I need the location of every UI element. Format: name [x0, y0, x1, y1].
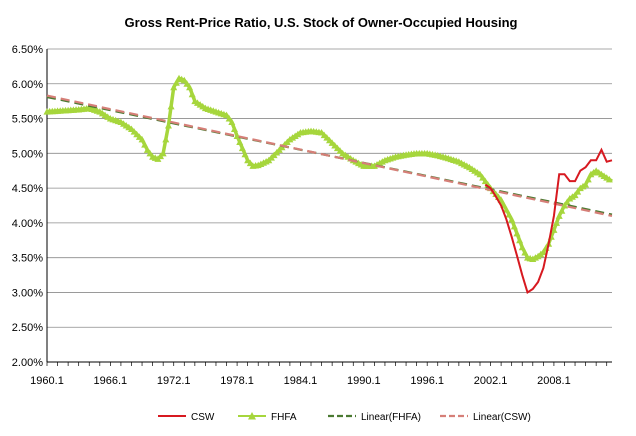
series-point-fhfa: [241, 150, 249, 158]
y-tick-label: 3.50%: [12, 253, 43, 265]
series-point-fhfa: [162, 135, 170, 143]
series-point-fhfa: [159, 149, 167, 157]
x-tick-label: 2008.1: [537, 375, 571, 387]
x-tick-label: 1966.1: [94, 375, 128, 387]
series-point-fhfa: [571, 191, 579, 199]
x-tick-label: 1960.1: [30, 375, 64, 387]
legend-label: Linear(FHFA): [361, 412, 421, 423]
y-tick-label: 5.50%: [12, 114, 43, 126]
series-point-fhfa: [574, 188, 582, 195]
series-point-fhfa: [553, 219, 561, 226]
y-tick-label: 6.50%: [12, 44, 43, 56]
y-tick-label: 3.00%: [12, 287, 43, 299]
legend-label: FHFA: [271, 412, 297, 423]
legend-label: Linear(CSW): [473, 412, 531, 423]
x-tick-label: 1996.1: [410, 375, 444, 387]
series-point-fhfa: [550, 226, 558, 233]
series-point-fhfa: [516, 236, 524, 244]
series-line-fhfa: [46, 76, 613, 261]
series-point-fhfa: [505, 211, 513, 218]
legend: CSW FHFA Linear(FHFA) Linear(CSW): [158, 412, 531, 423]
x-tick-label: 1990.1: [347, 375, 381, 387]
series-point-fhfa: [225, 115, 233, 122]
axes: 2.00% 2.50% 3.00% 3.50% 4.00% 4.50% 5.00% 5.50%…: [12, 44, 612, 387]
series-point-fhfa: [560, 202, 568, 209]
series-point-fhfa: [521, 248, 529, 256]
series-point-fhfa: [584, 175, 592, 183]
series-point-fhfa: [481, 177, 489, 185]
series-line-csw: [484, 147, 613, 295]
series-point-fhfa: [510, 222, 518, 230]
series-point-fhfa: [183, 80, 191, 87]
series-point-fhfa: [146, 149, 154, 157]
series-point-fhfa: [164, 122, 172, 129]
series-point-fhfa: [555, 212, 563, 219]
y-tick-label: 2.00%: [12, 357, 43, 369]
series-point-fhfa: [138, 135, 146, 143]
series-point-fhfa: [170, 83, 178, 91]
series-point-fhfa: [228, 118, 236, 126]
series-point-fhfa: [143, 146, 151, 153]
series-point-fhfa: [508, 215, 516, 223]
x-tick-label: 1978.1: [220, 375, 254, 387]
series-point-fhfa: [186, 83, 194, 91]
x-tick-label: 2002.1: [474, 375, 508, 387]
series-point-fhfa: [479, 174, 487, 181]
series-point-fhfa: [230, 125, 238, 132]
series-point-fhfa: [502, 206, 510, 213]
legend-label: CSW: [191, 412, 215, 423]
legend-marker: [248, 412, 256, 420]
series-point-fhfa: [476, 170, 484, 178]
series-point-fhfa: [236, 138, 244, 146]
x-tick-label: 1972.1: [157, 375, 191, 387]
series-line-linear-csw: [46, 94, 613, 218]
series-point-fhfa: [167, 102, 175, 110]
series-point-fhfa: [518, 243, 526, 251]
series-point-fhfa: [238, 144, 246, 152]
series-point-fhfa: [141, 141, 149, 148]
legend-item-linear-fhfa: Linear(FHFA): [328, 412, 421, 423]
x-tick-label: 1984.1: [284, 375, 318, 387]
legend-item-fhfa: FHFA: [238, 412, 297, 423]
legend-item-linear-csw: Linear(CSW): [440, 412, 531, 423]
legend-item-csw: CSW: [158, 412, 215, 423]
series-markers-fhfa: [43, 74, 613, 263]
series-point-fhfa: [582, 181, 590, 188]
y-tick-label: 6.00%: [12, 79, 43, 91]
series-point-fhfa: [172, 79, 180, 86]
series-point-fhfa: [605, 175, 613, 183]
series-point-fhfa: [539, 248, 547, 256]
series-point-fhfa: [223, 111, 231, 119]
grid-lines: [47, 48, 612, 363]
series-point-fhfa: [188, 90, 196, 98]
y-tick-label: 2.50%: [12, 322, 43, 334]
y-tick-label: 4.50%: [12, 183, 43, 195]
series-point-fhfa: [558, 207, 566, 214]
y-tick-label: 5.00%: [12, 148, 43, 160]
series-point-fhfa: [180, 76, 188, 84]
plot-area: [43, 74, 613, 295]
chart-title: Gross Rent-Price Ratio, U.S. Stock of Ow…: [125, 15, 518, 30]
series-point-fhfa: [513, 229, 521, 237]
series-point-fhfa: [563, 198, 571, 206]
y-tick-label: 4.00%: [12, 218, 43, 230]
